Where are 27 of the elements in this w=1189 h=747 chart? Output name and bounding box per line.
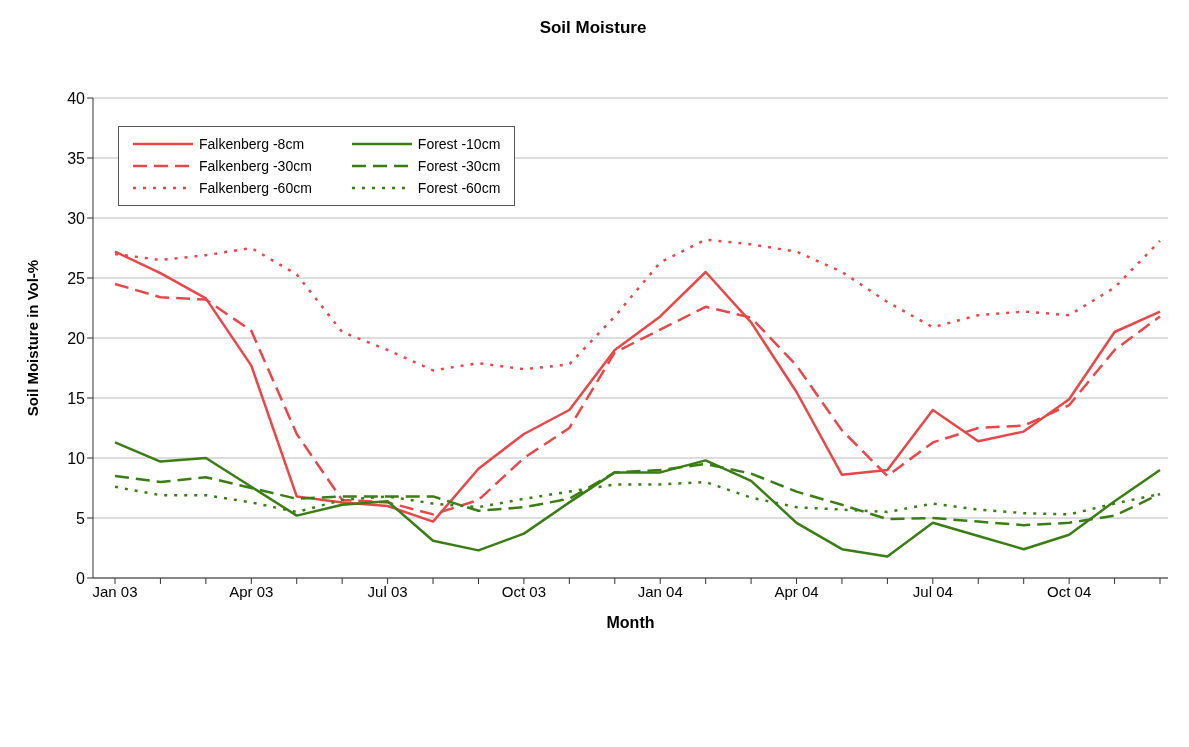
legend-label: Forest -10cm — [417, 136, 501, 152]
x-tick-label: Jul 04 — [912, 582, 953, 600]
y-tick-label: 0 — [76, 569, 86, 587]
y-axis-title: Soil Moisture in Vol-% — [24, 259, 42, 417]
y-tick-label: 20 — [67, 329, 86, 347]
x-tick-label: Apr 04 — [774, 582, 819, 600]
x-tick-label: Jan 03 — [92, 582, 138, 600]
y-tick-label: 35 — [67, 149, 86, 167]
x-tick-label: Oct 03 — [501, 582, 547, 600]
legend-label: Forest -60cm — [417, 180, 501, 196]
y-tick-label: 25 — [67, 269, 86, 287]
x-tick-label: Jan 04 — [637, 582, 683, 600]
x-tick-label: Jul 03 — [367, 582, 408, 600]
x-tick-label: Oct 04 — [1047, 582, 1092, 600]
y-tick-label: 10 — [67, 449, 86, 467]
legend-label: Falkenberg -60cm — [199, 180, 312, 196]
legend-label: Falkenberg -30cm — [199, 158, 312, 174]
y-tick-label: 30 — [67, 209, 86, 227]
x-axis-title: Month — [606, 614, 655, 631]
legend-label: Falkenberg -8cm — [199, 136, 305, 152]
y-tick-label: 5 — [76, 509, 86, 527]
chart-title: Soil Moisture — [538, 18, 648, 38]
y-tick-label: 40 — [67, 89, 86, 107]
line-series — [113, 441, 1162, 558]
x-tick-label: Apr 03 — [229, 582, 274, 600]
legend-label: Forest -30cm — [417, 158, 501, 174]
y-tick-label: 15 — [67, 389, 86, 407]
